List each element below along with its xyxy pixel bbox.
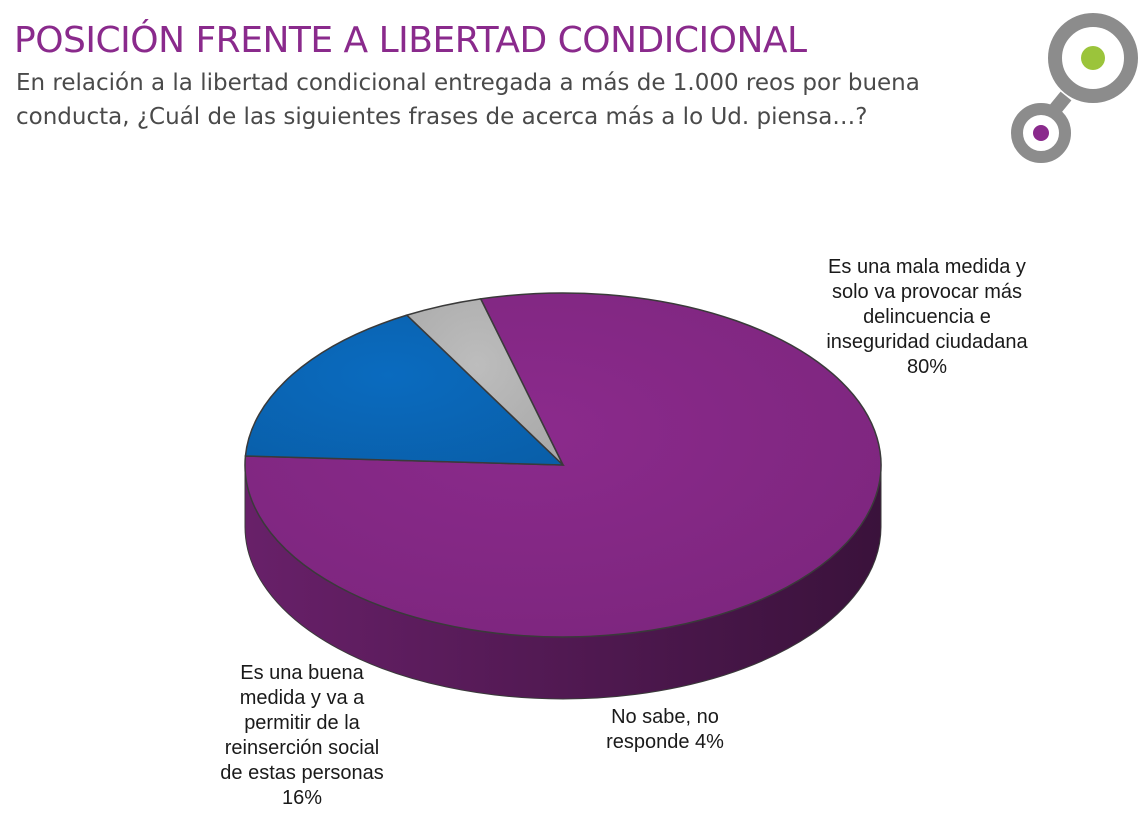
circles-logo-icon xyxy=(1011,13,1138,163)
page-title: POSICIÓN FRENTE A LIBERTAD CONDICIONAL xyxy=(14,20,807,61)
logo-dot-green xyxy=(1081,46,1105,70)
pie-top-faces xyxy=(244,292,882,638)
slice-label-no-sabe: No sabe, no responde 4% xyxy=(606,706,724,753)
question-subtitle: En relación a la libertad condicional en… xyxy=(16,70,920,130)
logo-dot-purple xyxy=(1033,125,1049,141)
slice-label-buena-medida: Es una buena medida y va a permitir de la r… xyxy=(220,662,384,809)
pie-slice-2 xyxy=(405,298,564,466)
slice-label-mala-medida: Es una mala medida y solo va provocar más… xyxy=(826,256,1028,378)
pie-slice-1 xyxy=(244,314,565,466)
